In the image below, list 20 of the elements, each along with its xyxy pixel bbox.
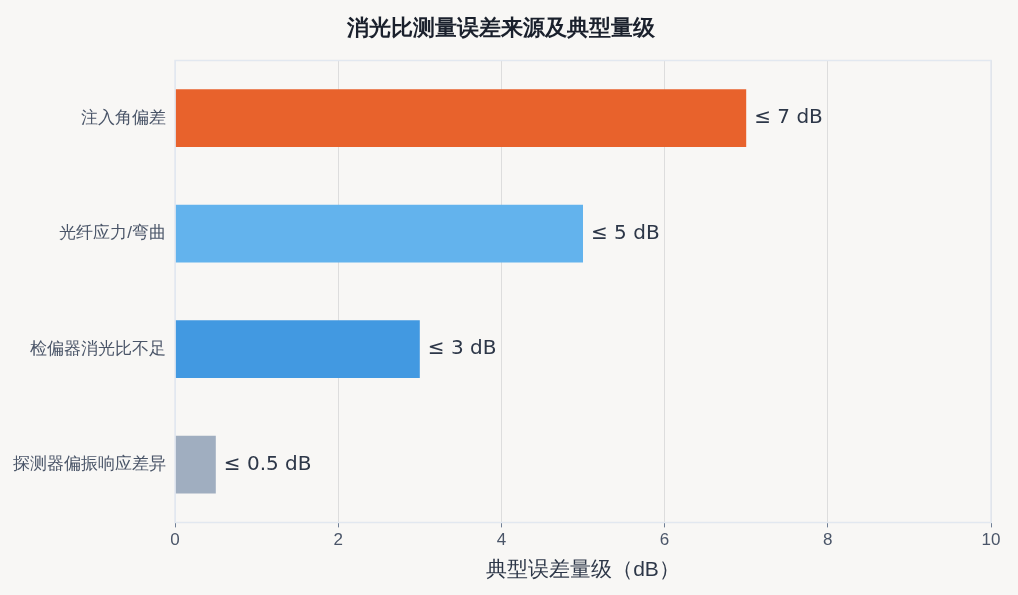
data-label: ≤ 7 dB [754,104,823,129]
bar [175,204,583,263]
y-tick-label: 检偏器消光比不足 [30,338,166,358]
x-tick-label: 6 [659,530,670,550]
bar [175,320,420,379]
x-tick-label: 10 [981,530,1001,550]
chart-title: 消光比测量误差来源及典型量级 [345,15,656,41]
x-tick-label: 8 [823,530,833,550]
x-tick-label: 2 [333,530,343,550]
y-tick-label: 光纤应力/弯曲 [59,223,166,243]
x-tick-label: 4 [496,530,507,550]
bar [175,89,747,148]
data-label: ≤ 5 dB [591,219,660,244]
data-label: ≤ 3 dB [427,335,497,360]
data-label: ≤ 0.5 dB [223,450,312,475]
y-tick-label: 探测器偏振响应差异 [13,454,166,474]
x-axis-title: 典型误差量级（dB） [486,557,680,581]
bar [175,435,216,494]
y-tick-label: 注入角偏差 [81,107,166,127]
x-tick-label: 0 [170,530,180,550]
